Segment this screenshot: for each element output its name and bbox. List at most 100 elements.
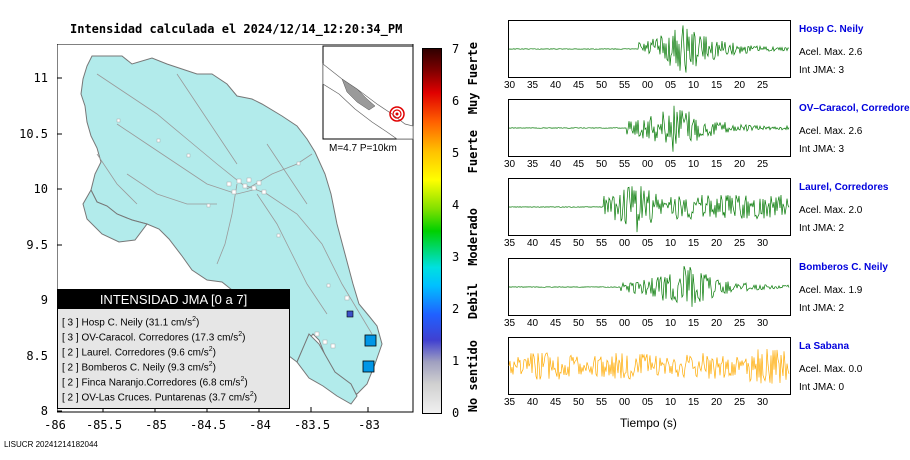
seismogram-tick: 45 xyxy=(550,397,562,408)
station-int: Int JMA: 3 xyxy=(799,144,845,155)
station-name: La Sabana xyxy=(799,341,850,352)
map-xtick: -85 xyxy=(145,418,167,432)
seismogram-tick: 00 xyxy=(619,318,631,329)
seismogram-tick: 20 xyxy=(711,318,723,329)
seismogram-tick: 35 xyxy=(504,318,516,329)
station-int: Int JMA: 2 xyxy=(799,303,845,314)
seismogram-tick: 10 xyxy=(665,318,677,329)
station-acel: Acel. Max. 2.6 xyxy=(799,126,863,137)
legend-header: INTENSIDAD JMA [0 a 7] xyxy=(58,290,289,309)
seismogram-tick: 45 xyxy=(573,159,585,170)
inset-label: M=4.7 P=10km xyxy=(329,143,397,154)
seismogram-tick: 15 xyxy=(711,159,723,170)
seismogram-tick: 30 xyxy=(757,318,769,329)
seismogram-tick: 05 xyxy=(642,397,654,408)
colorbar-tick: 7 xyxy=(452,42,460,56)
station-acel: Acel. Max. 2.0 xyxy=(799,205,863,216)
seismogram-tick: 05 xyxy=(642,318,654,329)
map-xtick: -86 xyxy=(44,418,66,432)
seismogram-tick: 00 xyxy=(619,238,631,249)
seismogram-tick: 40 xyxy=(527,318,539,329)
seismogram-tick: 35 xyxy=(527,80,539,91)
colorbar-tick: 5 xyxy=(452,146,460,160)
seismogram-tick: 55 xyxy=(619,159,631,170)
legend-row: [ 2 ] Bomberos C. Neily (9.3 cm/s2) xyxy=(62,361,216,374)
seismogram-panel xyxy=(508,20,791,78)
x-axis-label: Tiempo (s) xyxy=(620,416,677,430)
station-marker xyxy=(346,310,354,318)
seismogram-tick: 40 xyxy=(550,159,562,170)
map-ytick: 8.5 xyxy=(26,349,48,363)
seismogram-tick: 55 xyxy=(596,318,608,329)
colorbar-label: Debil xyxy=(466,283,480,320)
intensity-legend: INTENSIDAD JMA [0 a 7] [ 3 ] Hosp C. Nei… xyxy=(57,289,290,409)
intensity-colorbar xyxy=(422,48,442,414)
seismogram-tick: 15 xyxy=(688,238,700,249)
seismogram-tick: 40 xyxy=(527,397,539,408)
seismogram-tick: 50 xyxy=(573,318,585,329)
seismogram-tick: 40 xyxy=(550,80,562,91)
legend-row: [ 2 ] Finca Naranjo.Corredores (6.8 cm/s… xyxy=(62,376,248,389)
seismogram-panel xyxy=(508,99,791,157)
seismogram-tick: 20 xyxy=(734,159,746,170)
colorbar-tick: 6 xyxy=(452,94,460,108)
seismogram-tick: 50 xyxy=(596,159,608,170)
station-acel: Acel. Max. 2.6 xyxy=(799,47,863,58)
colorbar-label: No sentido xyxy=(466,340,480,413)
seismogram-tick: 10 xyxy=(665,238,677,249)
seismogram-tick: 25 xyxy=(734,318,746,329)
seismogram-tick: 45 xyxy=(573,80,585,91)
seismogram-tick: 40 xyxy=(527,238,539,249)
waveform-trace xyxy=(508,348,790,384)
seismogram-tick: 10 xyxy=(688,80,700,91)
seismogram-tick: 50 xyxy=(573,397,585,408)
map-xtick: -83 xyxy=(358,418,380,432)
station-acel: Acel. Max. 0.0 xyxy=(799,364,863,375)
map-xtick: -83.5 xyxy=(293,418,331,432)
epicenter-icon xyxy=(389,106,405,122)
waveform-trace xyxy=(508,105,790,152)
seismogram-tick: 30 xyxy=(504,80,516,91)
seismogram-tick: 25 xyxy=(757,80,769,91)
station-dots xyxy=(116,118,350,349)
station-name: OV–Caracol, Corredore xyxy=(799,103,910,114)
colorbar-tick: 3 xyxy=(452,250,460,264)
seismogram-tick: 25 xyxy=(734,238,746,249)
station-int: Int JMA: 3 xyxy=(799,65,845,76)
seismogram-tick: 55 xyxy=(596,397,608,408)
station-int: Int JMA: 2 xyxy=(799,223,845,234)
station-marker xyxy=(362,360,375,373)
station-int: Int JMA: 0 xyxy=(799,382,845,393)
waveform-trace xyxy=(508,25,790,73)
seismogram-panel xyxy=(508,337,791,395)
seismogram-tick: 50 xyxy=(573,238,585,249)
seismogram-tick: 05 xyxy=(665,159,677,170)
seismogram-tick: 35 xyxy=(527,159,539,170)
seismogram-tick: 55 xyxy=(619,80,631,91)
seismogram-tick: 45 xyxy=(550,318,562,329)
legend-row: [ 2 ] Laurel. Corredores (9.6 cm/s2) xyxy=(62,346,216,359)
colorbar-label: Muy Fuerte xyxy=(466,42,480,115)
map-ytick: 9 xyxy=(40,293,48,307)
seismogram-tick: 30 xyxy=(504,159,516,170)
map-ytick: 10 xyxy=(33,182,48,196)
seismogram-tick: 15 xyxy=(688,318,700,329)
legend-row: [ 2 ] OV-Las Cruces. Puntarenas (3.7 cm/… xyxy=(62,391,258,404)
seismogram-tick: 30 xyxy=(757,238,769,249)
map-xtick: -84.5 xyxy=(189,418,227,432)
station-name: Laurel, Corredores xyxy=(799,182,889,193)
seismogram-tick: 35 xyxy=(504,238,516,249)
seismogram-tick: 10 xyxy=(688,159,700,170)
seismogram-tick: 15 xyxy=(688,397,700,408)
map-ytick: 10.5 xyxy=(19,127,48,141)
seismogram-tick: 20 xyxy=(734,80,746,91)
map-ytick: 11 xyxy=(33,71,48,85)
station-name: Hosp C. Neily xyxy=(799,24,864,35)
station-name: Bomberos C. Neily xyxy=(799,262,888,273)
seismogram-panel xyxy=(508,258,791,316)
seismogram-tick: 00 xyxy=(619,397,631,408)
legend-row: [ 3 ] Hosp C. Neily (31.1 cm/s2) xyxy=(62,316,200,329)
seismogram-tick: 35 xyxy=(504,397,516,408)
colorbar-tick: 0 xyxy=(452,406,460,420)
seismogram-tick: 00 xyxy=(642,80,654,91)
